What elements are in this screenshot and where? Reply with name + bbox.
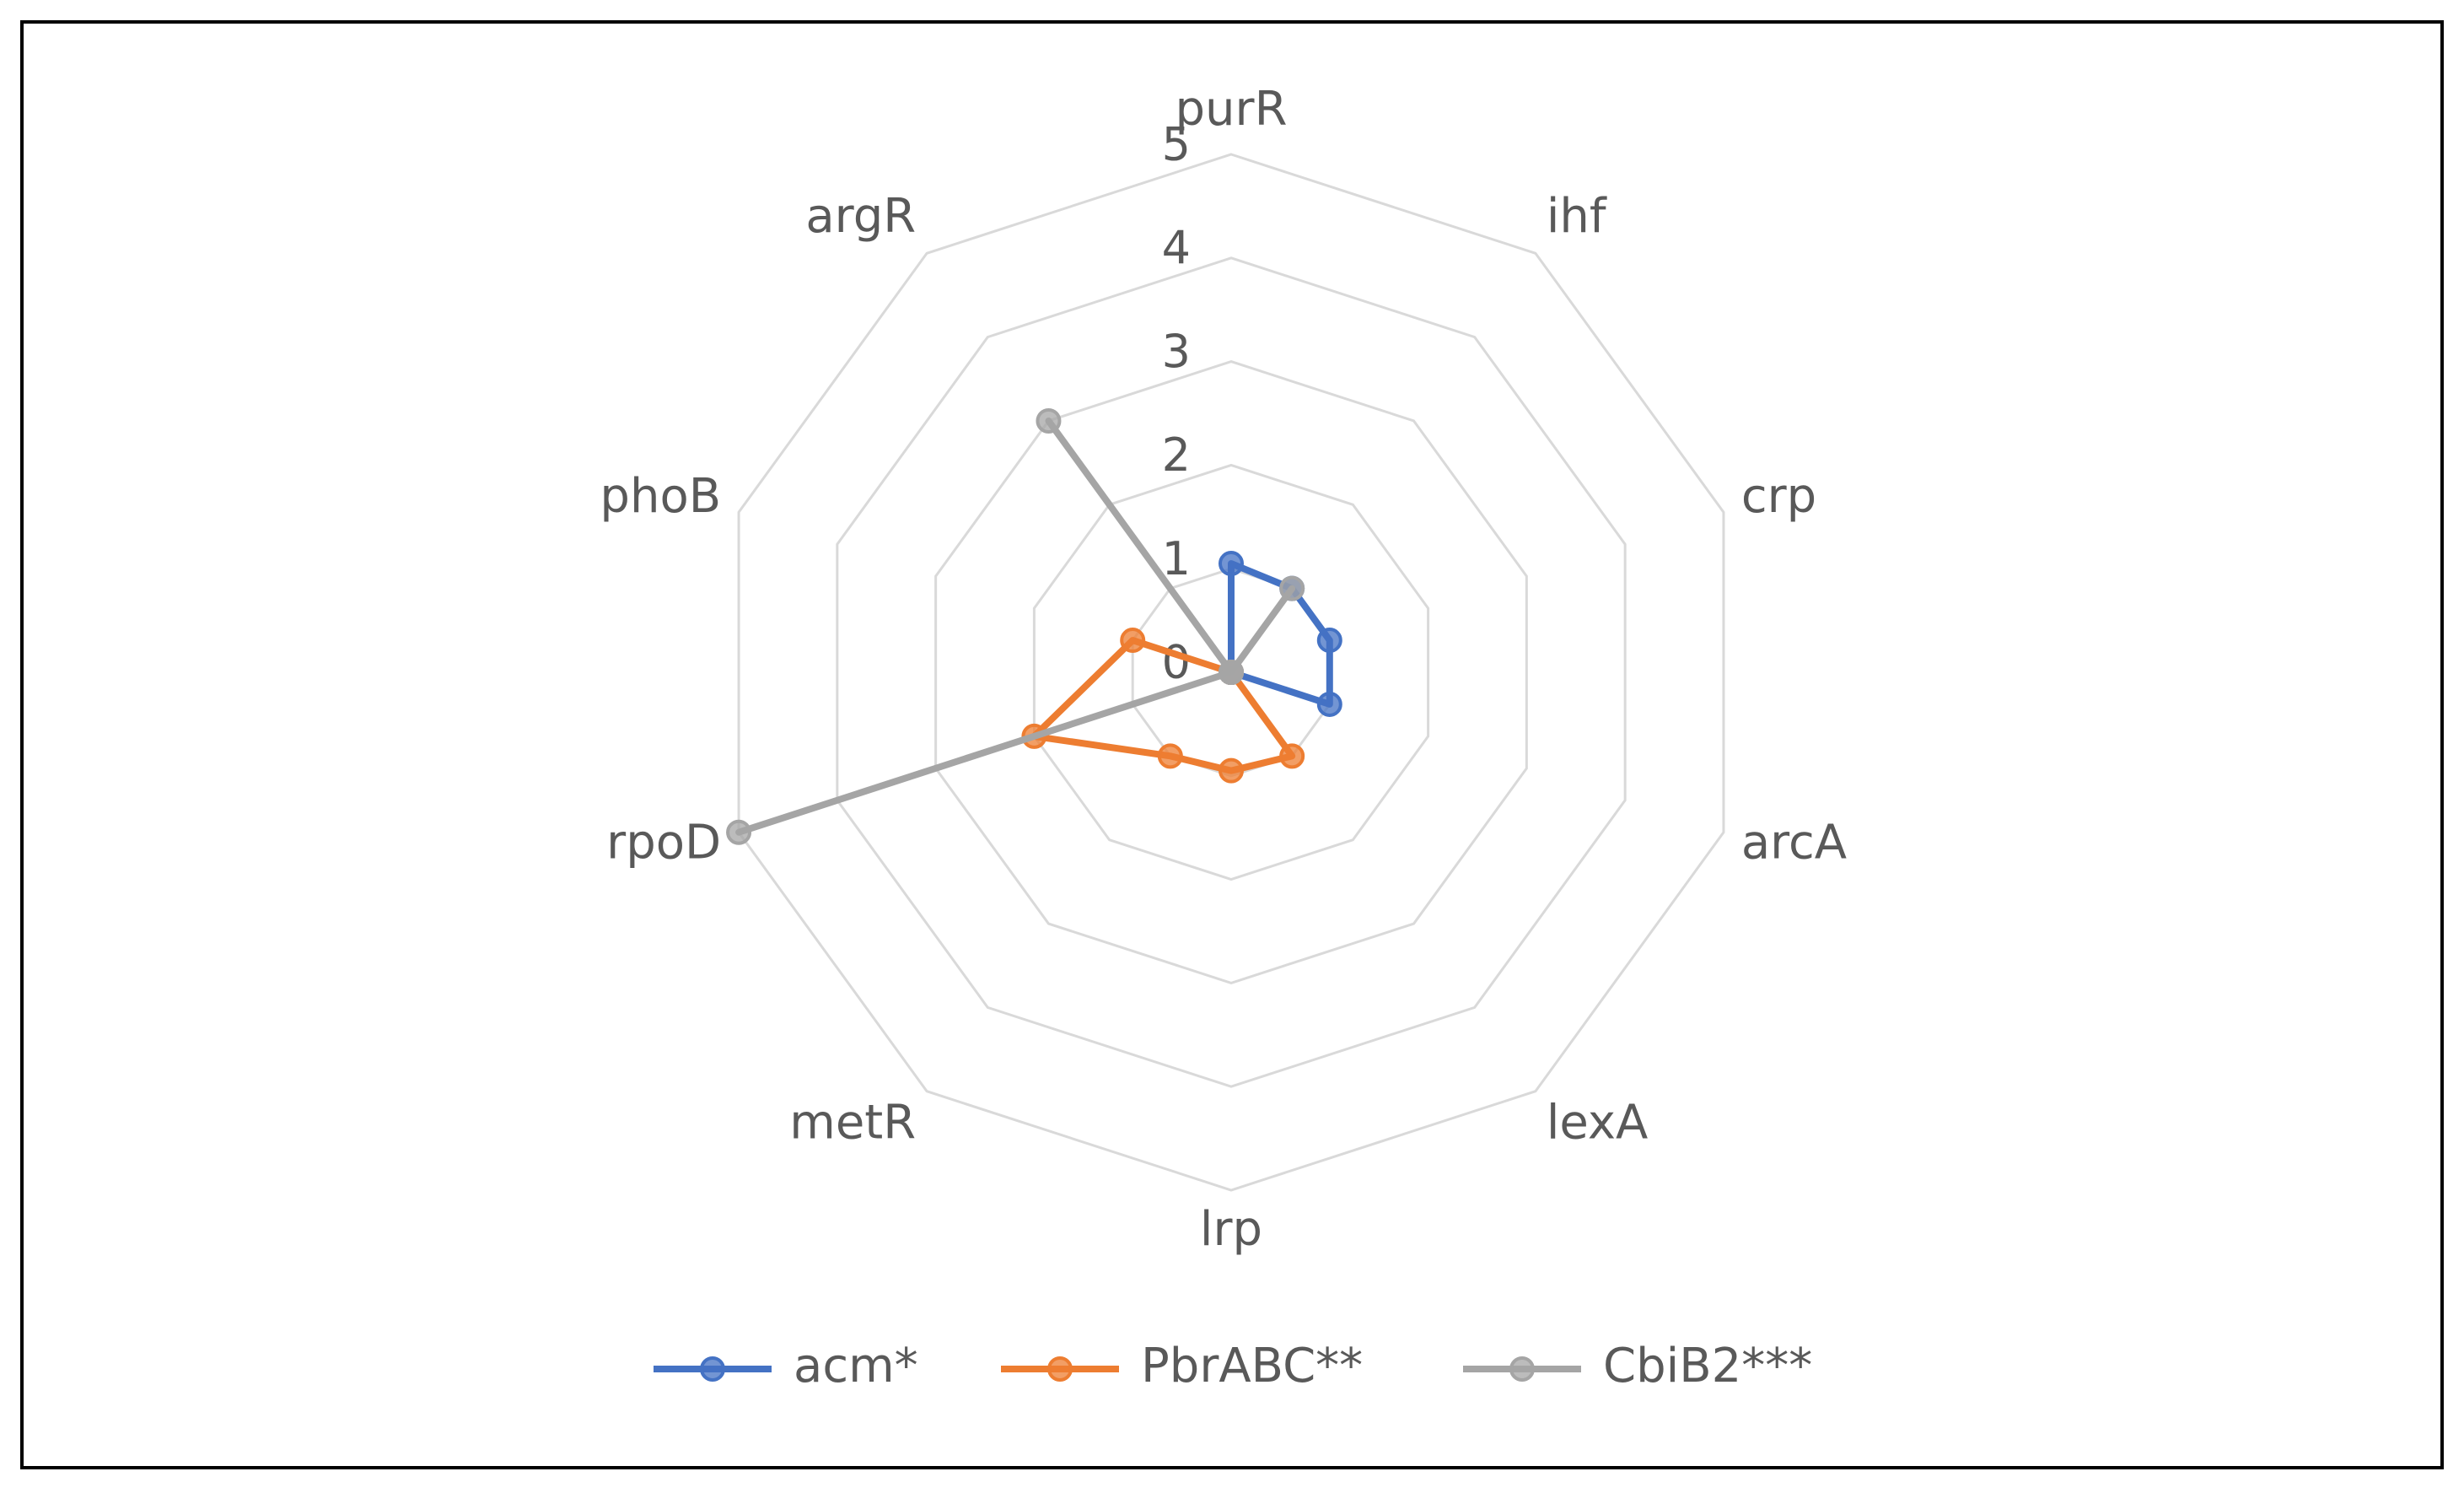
- legend-marker: [1047, 1356, 1073, 1382]
- grid-ring: [737, 153, 1725, 1192]
- category-label: rpoD: [606, 815, 721, 870]
- data-point: [1219, 757, 1244, 784]
- chart-frame: [20, 20, 2444, 1469]
- data-point: [1279, 575, 1305, 601]
- category-label: lexA: [1547, 1095, 1648, 1150]
- category-label: argR: [805, 189, 916, 244]
- category-label: lrp: [1200, 1202, 1262, 1257]
- data-point: [1316, 628, 1342, 654]
- category-label: metR: [789, 1095, 916, 1150]
- tick-label: 4: [1162, 221, 1191, 274]
- tick-label: 3: [1162, 325, 1191, 378]
- category-label: phoB: [600, 469, 721, 524]
- legend-label: acm*: [794, 1339, 918, 1393]
- data-point: [1279, 743, 1305, 769]
- category-label: ihf: [1547, 189, 1607, 244]
- tick-label: 2: [1162, 428, 1191, 482]
- data-point: [1219, 660, 1244, 685]
- category-label: arcA: [1741, 815, 1847, 870]
- legend-marker: [700, 1356, 725, 1382]
- data-point: [1036, 407, 1062, 434]
- tick-label: 0: [1162, 636, 1191, 689]
- data-point: [1219, 551, 1244, 577]
- legend-label: PbrABC**: [1141, 1339, 1363, 1393]
- data-point: [1316, 691, 1342, 717]
- category-label: purR: [1176, 82, 1288, 137]
- legend-label: CbiB2***: [1603, 1339, 1812, 1393]
- tick-label: 1: [1162, 532, 1191, 585]
- grid-ring: [1032, 463, 1430, 881]
- data-point: [1157, 743, 1183, 769]
- data-point: [1120, 628, 1146, 654]
- legend-marker: [1509, 1356, 1535, 1382]
- tick-label: 5: [1162, 118, 1191, 171]
- grid-ring: [934, 360, 1528, 984]
- data-point: [726, 819, 752, 845]
- grid-ring: [836, 256, 1627, 1088]
- category-label: crp: [1741, 469, 1816, 524]
